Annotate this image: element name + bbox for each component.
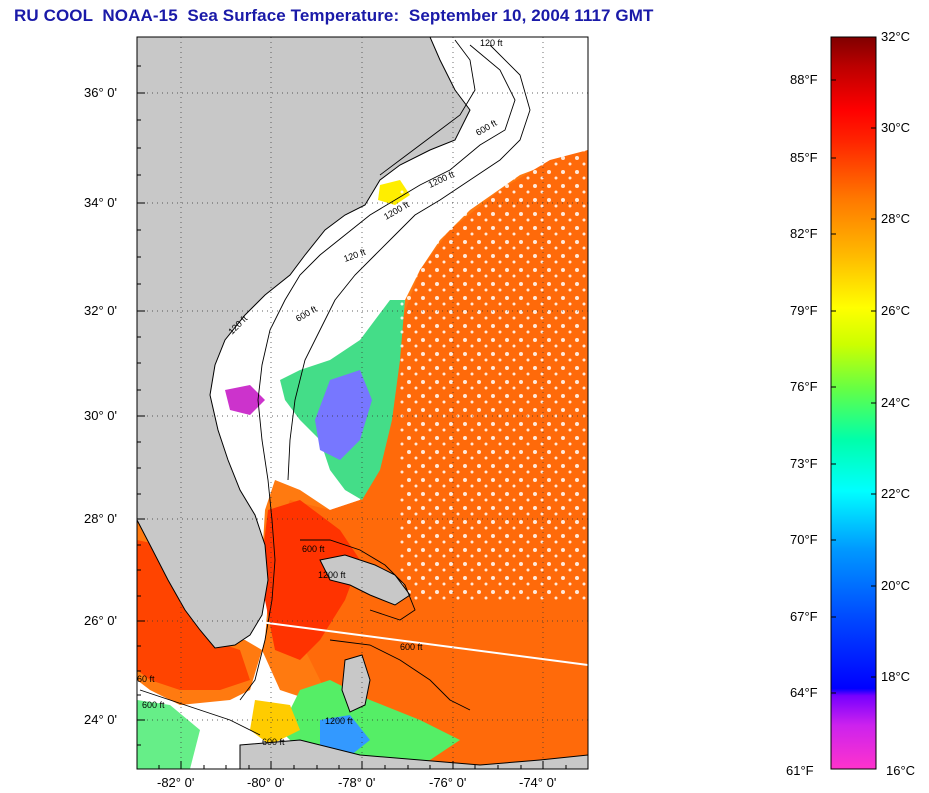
hot-core	[262, 500, 360, 660]
contour-label: 1200 ft	[318, 570, 346, 580]
cool-patch-blue	[315, 370, 372, 460]
colorbar-fahrenheit-label: 85°F	[790, 150, 818, 165]
map-panel: 120 ft 600 ft 1200 ft 120 ft 600 ft 1200…	[137, 37, 588, 769]
colorbar-fahrenheit-label: 67°F	[790, 609, 818, 624]
land-mass	[137, 37, 471, 649]
contour-label: 600 ft	[302, 544, 325, 554]
island-cuba-edge	[239, 739, 588, 769]
island-andros	[341, 654, 371, 713]
colorbar-fahrenheit-label: 70°F	[790, 532, 818, 547]
colorbar-fahrenheit-label: 76°F	[790, 379, 818, 394]
lon-label: -76° 0'	[429, 775, 467, 790]
colorbar-fahrenheit-label: 82°F	[790, 226, 818, 241]
colorbar-fahrenheit-label: 79°F	[790, 303, 818, 318]
map-title: RU COOL NOAA-15 Sea Surface Temperature:…	[14, 6, 654, 25]
yellow-patch-south	[250, 700, 300, 745]
lon-ticks	[158, 761, 567, 769]
cool-patch-purple	[225, 385, 265, 415]
lon-label: -78° 0'	[338, 775, 376, 790]
cloud-speckle	[400, 150, 588, 600]
temperature-colorbar	[830, 36, 877, 770]
colorbar-fahrenheit-label: 73°F	[790, 456, 818, 471]
colorbar-celsius-label: 30°C	[881, 120, 911, 135]
lat-label: 26° 0'	[84, 613, 117, 628]
bathymetry-contours	[139, 39, 531, 736]
contour-label: 60 ft	[137, 674, 155, 684]
colorbar-fahrenheit-label: 64°F	[790, 685, 818, 700]
cool-patch-gulf	[137, 700, 200, 769]
colorbar-celsius-label: 24°C	[881, 395, 911, 410]
contour-label: 600 ft	[262, 737, 285, 747]
lat-ticks	[137, 65, 145, 746]
lon-label: -74° 0'	[519, 775, 557, 790]
lat-label: 34° 0'	[84, 195, 117, 210]
lat-label: 30° 0'	[84, 408, 117, 423]
island-grand-bahama	[319, 554, 411, 606]
lat-label: 28° 0'	[84, 511, 117, 526]
contour-label: 600 ft	[142, 700, 165, 710]
lon-label: -82° 0'	[157, 775, 195, 790]
colorbar-celsius-label: 20°C	[881, 578, 911, 593]
lon-label: -80° 0'	[247, 775, 285, 790]
hot-patch-west	[137, 540, 250, 690]
colorbar-celsius-label: 16°C	[886, 763, 916, 778]
contour-label: 600 ft	[400, 642, 423, 652]
colorbar-celsius-label: 22°C	[881, 486, 911, 501]
colorbar-ticks	[831, 36, 876, 694]
colorbar-celsius-label: 18°C	[881, 669, 911, 684]
contour-label: 1200 ft	[325, 716, 353, 726]
swath-edge-line	[259, 621, 588, 666]
lat-label: 24° 0'	[84, 712, 117, 727]
lat-label: 32° 0'	[84, 303, 117, 318]
colorbar-celsius-label: 26°C	[881, 303, 911, 318]
contour-label: 120 ft	[480, 38, 503, 48]
lat-label: 36° 0'	[84, 85, 117, 100]
colorbar-celsius-label: 28°C	[881, 211, 911, 226]
graticule	[137, 37, 588, 769]
colorbar-fahrenheit-label: 61°F	[786, 763, 814, 778]
colorbar-fahrenheit-label: 88°F	[790, 72, 818, 87]
colorbar-celsius-label: 32°C	[881, 29, 911, 44]
